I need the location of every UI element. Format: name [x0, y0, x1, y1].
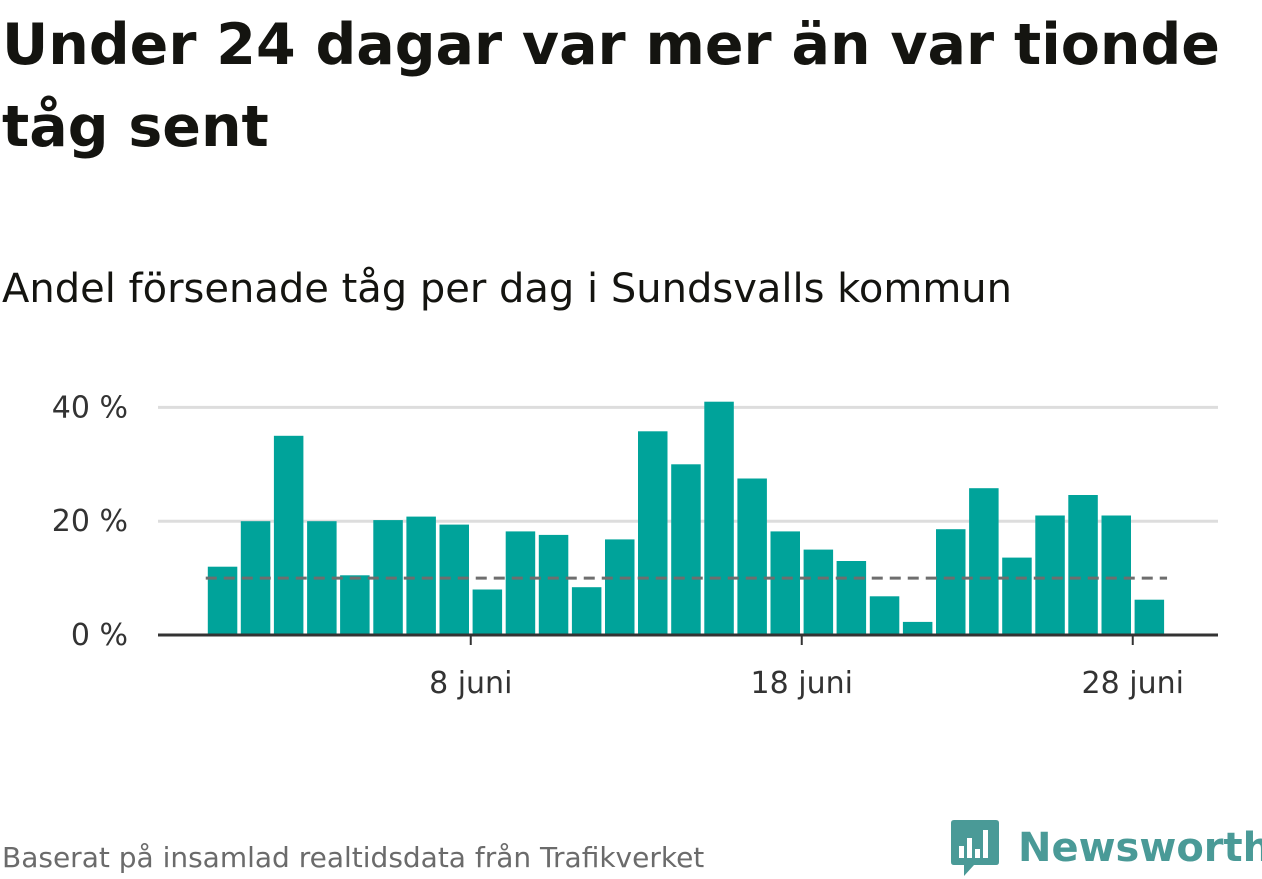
bar: [1101, 515, 1131, 635]
chart-subtitle: Andel försenade tåg per dag i Sundsvalls…: [2, 266, 1012, 312]
bar: [505, 531, 536, 635]
x-tick-label: 28 juni: [1082, 666, 1184, 701]
y-axis-ticks: 0 % 20 % 40 %: [52, 390, 128, 653]
y-tick-label: 40 %: [52, 390, 128, 425]
x-tick-label: 18 juni: [751, 666, 853, 701]
bar: [737, 478, 767, 635]
y-tick-label: 20 %: [52, 504, 128, 539]
brand: Newsworthy: [950, 818, 1262, 878]
bar: [638, 431, 668, 635]
bar: [340, 575, 370, 635]
bar: [571, 587, 602, 635]
bar: [902, 621, 933, 635]
bar: [273, 435, 304, 635]
bar: [836, 561, 867, 635]
bar: [439, 524, 469, 635]
bar: [803, 549, 834, 635]
y-tick-label: 0 %: [71, 618, 128, 653]
bar: [1134, 599, 1165, 635]
bar: [605, 539, 635, 635]
bar: [671, 464, 701, 635]
bar-chart: 0 % 20 % 40 % 8 juni 18 juni 28 juni: [52, 390, 1218, 701]
bars: [207, 401, 1165, 635]
brand-name: Newsworthy: [1018, 825, 1262, 871]
bar: [969, 488, 999, 635]
bar: [472, 589, 503, 635]
x-axis-ticks: 8 juni 18 juni 28 juni: [429, 635, 1184, 701]
bar: [936, 529, 966, 635]
newsworthy-logo-icon: [951, 820, 999, 876]
bar: [538, 534, 569, 635]
source-caption: Baserat på insamlad realtidsdata från Tr…: [2, 841, 705, 874]
bar: [704, 401, 734, 635]
x-tick-label: 8 juni: [429, 666, 512, 701]
bar: [1035, 515, 1065, 635]
bar: [869, 596, 900, 635]
chart-title: Under 24 dagar var mer än var tionde tåg…: [2, 12, 1220, 160]
bar: [770, 531, 800, 635]
bar: [406, 516, 436, 635]
bar: [1068, 495, 1098, 635]
bar: [1002, 557, 1032, 635]
